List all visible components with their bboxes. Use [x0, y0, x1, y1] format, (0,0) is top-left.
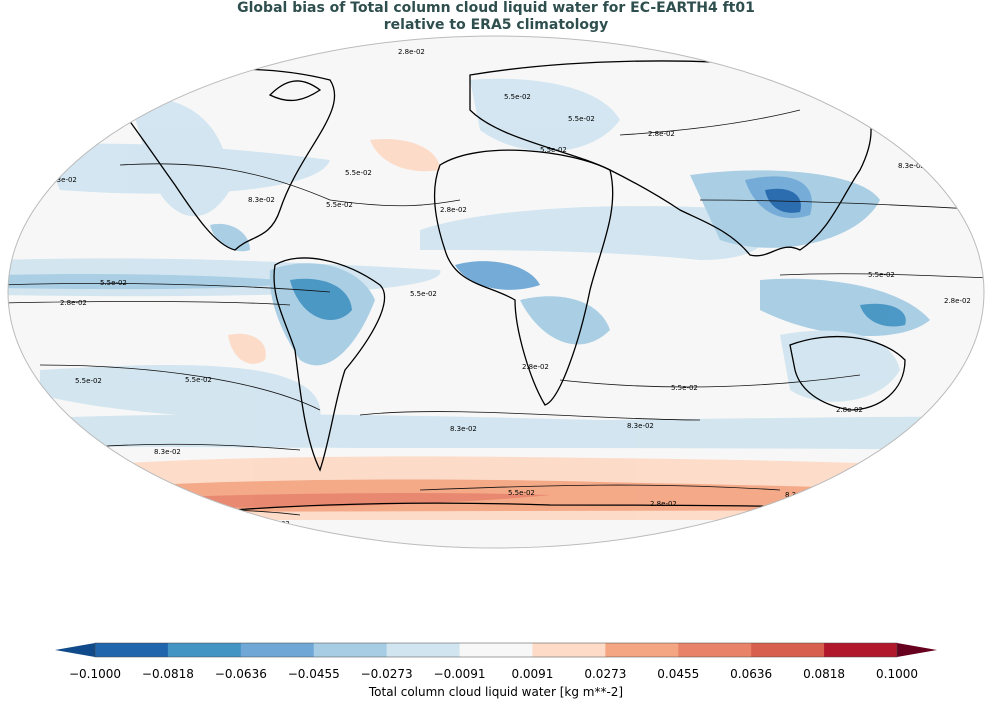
contour-label: 2.8e-02	[522, 363, 549, 371]
colorbar-over-triangle	[897, 643, 937, 657]
colorbar-segment	[95, 643, 169, 657]
colorbar-segment	[678, 643, 752, 657]
contour-label: 5.5e-02	[185, 376, 212, 384]
contour-label: 2.8e-02	[60, 299, 87, 307]
map-title-line2: relative to ERA5 climatology	[383, 17, 609, 33]
contour-label: 5.5e-02	[410, 290, 437, 298]
contour-label: 8.3e-02	[450, 425, 477, 433]
colorbar-segment	[605, 643, 679, 657]
colorbar-under-triangle	[55, 643, 95, 657]
colorbar-segment	[459, 643, 533, 657]
colorbar-segment	[824, 643, 898, 657]
colorbar-tick-label: −0.0636	[214, 667, 267, 681]
contour-label: 2.8e-02	[648, 130, 675, 138]
colorbar-segment	[386, 643, 461, 657]
colorbar-segment	[240, 643, 315, 657]
contour-label-group: 2.8e-02 5.5e-02 2.8e-02 8.3e-02 5.5e-02 …	[50, 48, 971, 528]
colorbar-label: Total column cloud liquid water [kg m**-…	[368, 685, 624, 699]
colorbar-tick-label: −0.0273	[360, 667, 413, 681]
contour-label: 5.5e-02	[671, 384, 698, 392]
contour-label: 2.8e-02	[398, 48, 425, 56]
world-map: 2.8e-02 5.5e-02 2.8e-02 8.3e-02 5.5e-02 …	[7, 35, 985, 549]
contour-label: 5.5e-02	[508, 489, 535, 497]
colorbar-segment	[167, 643, 242, 657]
colorbar-frame	[94, 642, 898, 658]
contour-label: 8.3e-02	[248, 196, 275, 204]
contour-label: 2.8e-02	[944, 297, 971, 305]
contour-label: 5.5e-02	[100, 279, 127, 287]
contour-label: 5.5e-02	[868, 271, 895, 279]
contour-label: 8.3e-02	[50, 176, 77, 184]
colorbar-segment	[532, 643, 606, 657]
colorbar-tick-label: 0.0636	[730, 667, 773, 681]
contour-label: 5.5e-02	[326, 201, 353, 209]
map-frame	[7, 35, 985, 549]
contour-label: 5.5e-02	[504, 93, 531, 101]
colorbar-tick-label: 0.1000	[876, 667, 918, 681]
colorbar-tick-label: −0.0818	[141, 667, 194, 681]
contour-label: 5.5e-02	[345, 169, 372, 177]
colorbar-tick-label: −0.0091	[433, 667, 486, 681]
colorbar-tick-label: 0.0091	[511, 667, 554, 681]
contour-label: 5.5e-02	[75, 377, 102, 385]
map-title-line1: Global bias of Total column cloud liquid…	[237, 0, 755, 16]
contour-label: 8.3e-02	[627, 422, 654, 430]
colorbar-segments	[95, 643, 898, 657]
colorbar-segment	[313, 643, 388, 657]
contour-label: 2.8e-02	[836, 406, 863, 414]
colorbar-tick-label: 0.0818	[803, 667, 846, 681]
coastlines	[108, 60, 961, 521]
colorbar-tick-label: −0.0455	[287, 667, 340, 681]
colorbar-tick-label: 0.0273	[584, 667, 627, 681]
contour-label: 5.5e-02	[568, 115, 595, 123]
colorbar-tick-label: −0.1000	[68, 667, 122, 681]
contour-label: 2.8e-02	[650, 500, 677, 508]
colorbar-tick-label: 0.0455	[657, 667, 700, 681]
contour-label: 8.3e-02	[154, 448, 181, 456]
contour-label: 5.5e-02	[540, 146, 567, 154]
contour-label: 2.8e-02	[440, 206, 467, 214]
colorbar-segment	[751, 643, 825, 657]
contour-label: 8.3e-02	[898, 162, 925, 170]
